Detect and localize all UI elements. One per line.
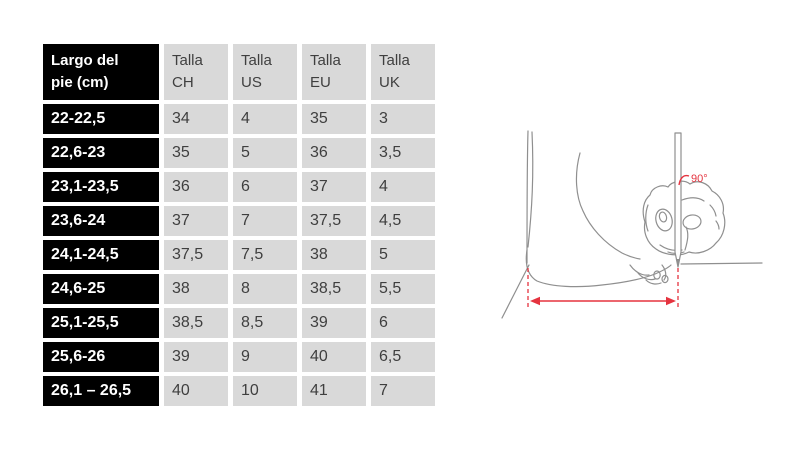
size-value-cell: 6,5 xyxy=(371,342,435,372)
size-value-cell: 38 xyxy=(164,274,228,304)
foot-length-cell: 24,6-25 xyxy=(43,274,159,304)
wall-line xyxy=(501,130,530,319)
foot-outline xyxy=(525,131,672,288)
angle-label: 90° xyxy=(691,173,708,185)
size-value-cell: 38,5 xyxy=(302,274,366,304)
size-value-cell: 41 xyxy=(302,376,366,406)
foot-length-cell: 26,1 – 26,5 xyxy=(43,376,159,406)
column-header-talla-us: Talla US xyxy=(233,44,297,100)
size-value-cell: 36 xyxy=(302,138,366,168)
table-body: 22-22,5 34 4 35 3 22,6-23 35 5 36 3,5 23,1-23,5 36 6… xyxy=(43,104,435,406)
column-header-label: Largo del pie (cm) xyxy=(51,52,119,91)
size-value-cell: 6 xyxy=(371,308,435,338)
foot-length-cell: 25,6-26 xyxy=(43,342,159,372)
size-value-cell: 3 xyxy=(371,104,435,134)
size-value-cell: 40 xyxy=(164,376,228,406)
size-value-cell: 39 xyxy=(164,342,228,372)
foot-length-cell: 25,1-25,5 xyxy=(43,308,159,338)
size-value-cell: 6 xyxy=(233,172,297,202)
shoe-size-conversion-table: Largo del pie (cm) Talla CH Talla US Tal… xyxy=(38,40,440,410)
size-value-cell: 38 xyxy=(302,240,366,270)
size-value-cell: 37,5 xyxy=(164,240,228,270)
angle-arc xyxy=(678,174,690,186)
size-value-cell: 37 xyxy=(302,172,366,202)
measurement-arrow xyxy=(530,296,676,306)
size-value-cell: 10 xyxy=(233,376,297,406)
column-header-talla-uk: Talla UK xyxy=(371,44,435,100)
table-row: 23,1-23,5 36 6 37 4 xyxy=(43,172,435,202)
foot-length-cell: 22-22,5 xyxy=(43,104,159,134)
size-value-cell: 35 xyxy=(302,104,366,134)
column-header-label: Talla UK xyxy=(379,52,410,91)
column-header-label: Talla EU xyxy=(310,52,341,91)
size-value-cell: 37,5 xyxy=(302,206,366,236)
size-value-cell: 9 xyxy=(233,342,297,372)
size-value-cell: 37 xyxy=(164,206,228,236)
column-header-talla-ch: Talla CH xyxy=(164,44,228,100)
table-row: 25,1-25,5 38,5 8,5 39 6 xyxy=(43,308,435,338)
foot-length-cell: 23,1-23,5 xyxy=(43,172,159,202)
foot-length-cell: 24,1-24,5 xyxy=(43,240,159,270)
table-row: 26,1 – 26,5 40 10 41 7 xyxy=(43,376,435,406)
table-header: Largo del pie (cm) Talla CH Talla US Tal… xyxy=(43,44,435,100)
size-value-cell: 5,5 xyxy=(371,274,435,304)
floor-line xyxy=(680,262,763,265)
size-value-cell: 4 xyxy=(233,104,297,134)
size-value-cell: 4 xyxy=(371,172,435,202)
size-value-cell: 5 xyxy=(371,240,435,270)
size-value-cell: 34 xyxy=(164,104,228,134)
foot-length-cell: 22,6-23 xyxy=(43,138,159,168)
column-header-foot-length: Largo del pie (cm) xyxy=(43,44,159,100)
size-value-cell: 7 xyxy=(233,206,297,236)
size-value-cell: 40 xyxy=(302,342,366,372)
size-value-cell: 36 xyxy=(164,172,228,202)
table-row: 24,6-25 38 8 38,5 5,5 xyxy=(43,274,435,304)
size-value-cell: 5 xyxy=(233,138,297,168)
size-value-cell: 39 xyxy=(302,308,366,338)
table-row: 22-22,5 34 4 35 3 xyxy=(43,104,435,134)
table-row: 22,6-23 35 5 36 3,5 xyxy=(43,138,435,168)
size-value-cell: 35 xyxy=(164,138,228,168)
column-header-label: Talla CH xyxy=(172,52,203,91)
table-row: 24,1-24,5 37,5 7,5 38 5 xyxy=(43,240,435,270)
size-value-cell: 3,5 xyxy=(371,138,435,168)
column-header-talla-eu: Talla EU xyxy=(302,44,366,100)
foot-measurement-illustration: 90° xyxy=(501,130,763,319)
foot-length-cell: 23,6-24 xyxy=(43,206,159,236)
foot-measurement-figure: 90° xyxy=(492,105,777,340)
header-row: Largo del pie (cm) Talla CH Talla US Tal… xyxy=(43,44,435,100)
size-value-cell: 8 xyxy=(233,274,297,304)
column-header-label: Talla US xyxy=(241,52,272,91)
size-value-cell: 4,5 xyxy=(371,206,435,236)
size-value-cell: 8,5 xyxy=(233,308,297,338)
table-row: 23,6-24 37 7 37,5 4,5 xyxy=(43,206,435,236)
pencil xyxy=(674,132,682,268)
hand-outline xyxy=(642,180,726,256)
size-value-cell: 38,5 xyxy=(164,308,228,338)
size-value-cell: 7 xyxy=(371,376,435,406)
size-value-cell: 7,5 xyxy=(233,240,297,270)
table-row: 25,6-26 39 9 40 6,5 xyxy=(43,342,435,372)
